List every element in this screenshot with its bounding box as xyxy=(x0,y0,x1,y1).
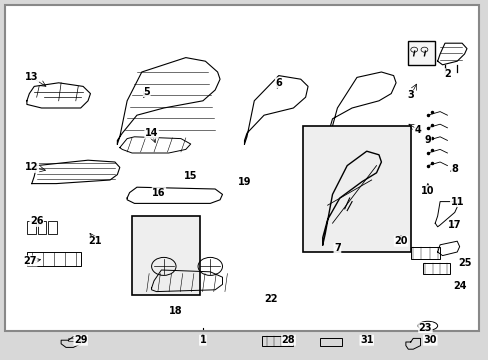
Text: 31: 31 xyxy=(359,335,373,345)
Text: 15: 15 xyxy=(183,171,197,181)
Text: 26: 26 xyxy=(30,216,43,226)
Bar xyxy=(27,221,36,234)
Bar xyxy=(320,338,342,346)
Bar xyxy=(410,247,439,259)
Bar xyxy=(38,221,46,234)
Text: 14: 14 xyxy=(144,128,158,138)
Bar xyxy=(261,336,293,346)
Text: 18: 18 xyxy=(169,306,183,316)
Text: 28: 28 xyxy=(281,335,295,345)
Text: 9: 9 xyxy=(424,135,430,145)
Text: 16: 16 xyxy=(152,188,165,198)
Text: 25: 25 xyxy=(457,258,470,268)
Bar xyxy=(27,252,81,266)
Text: 24: 24 xyxy=(452,281,466,291)
Text: 5: 5 xyxy=(143,87,150,97)
Text: 19: 19 xyxy=(237,177,251,187)
Text: 8: 8 xyxy=(450,164,457,174)
Bar xyxy=(48,221,57,234)
Bar xyxy=(132,216,200,295)
Bar xyxy=(303,126,410,252)
Text: 12: 12 xyxy=(25,162,39,172)
Text: 30: 30 xyxy=(423,335,436,345)
Text: 17: 17 xyxy=(447,220,461,230)
Text: 23: 23 xyxy=(418,323,431,333)
Text: 4: 4 xyxy=(414,125,421,135)
Text: 3: 3 xyxy=(407,90,413,100)
Text: 13: 13 xyxy=(25,72,39,82)
Text: 2: 2 xyxy=(443,69,450,79)
Text: 29: 29 xyxy=(74,335,87,345)
Text: 11: 11 xyxy=(449,197,463,207)
Text: 21: 21 xyxy=(88,236,102,246)
Text: 20: 20 xyxy=(393,236,407,246)
Text: 7: 7 xyxy=(333,243,340,253)
Text: 1: 1 xyxy=(199,335,206,345)
Text: 27: 27 xyxy=(23,256,37,266)
Text: 6: 6 xyxy=(275,78,282,88)
Bar xyxy=(407,41,434,65)
Text: 10: 10 xyxy=(420,186,434,196)
Text: 22: 22 xyxy=(264,294,278,304)
Bar xyxy=(422,263,449,274)
